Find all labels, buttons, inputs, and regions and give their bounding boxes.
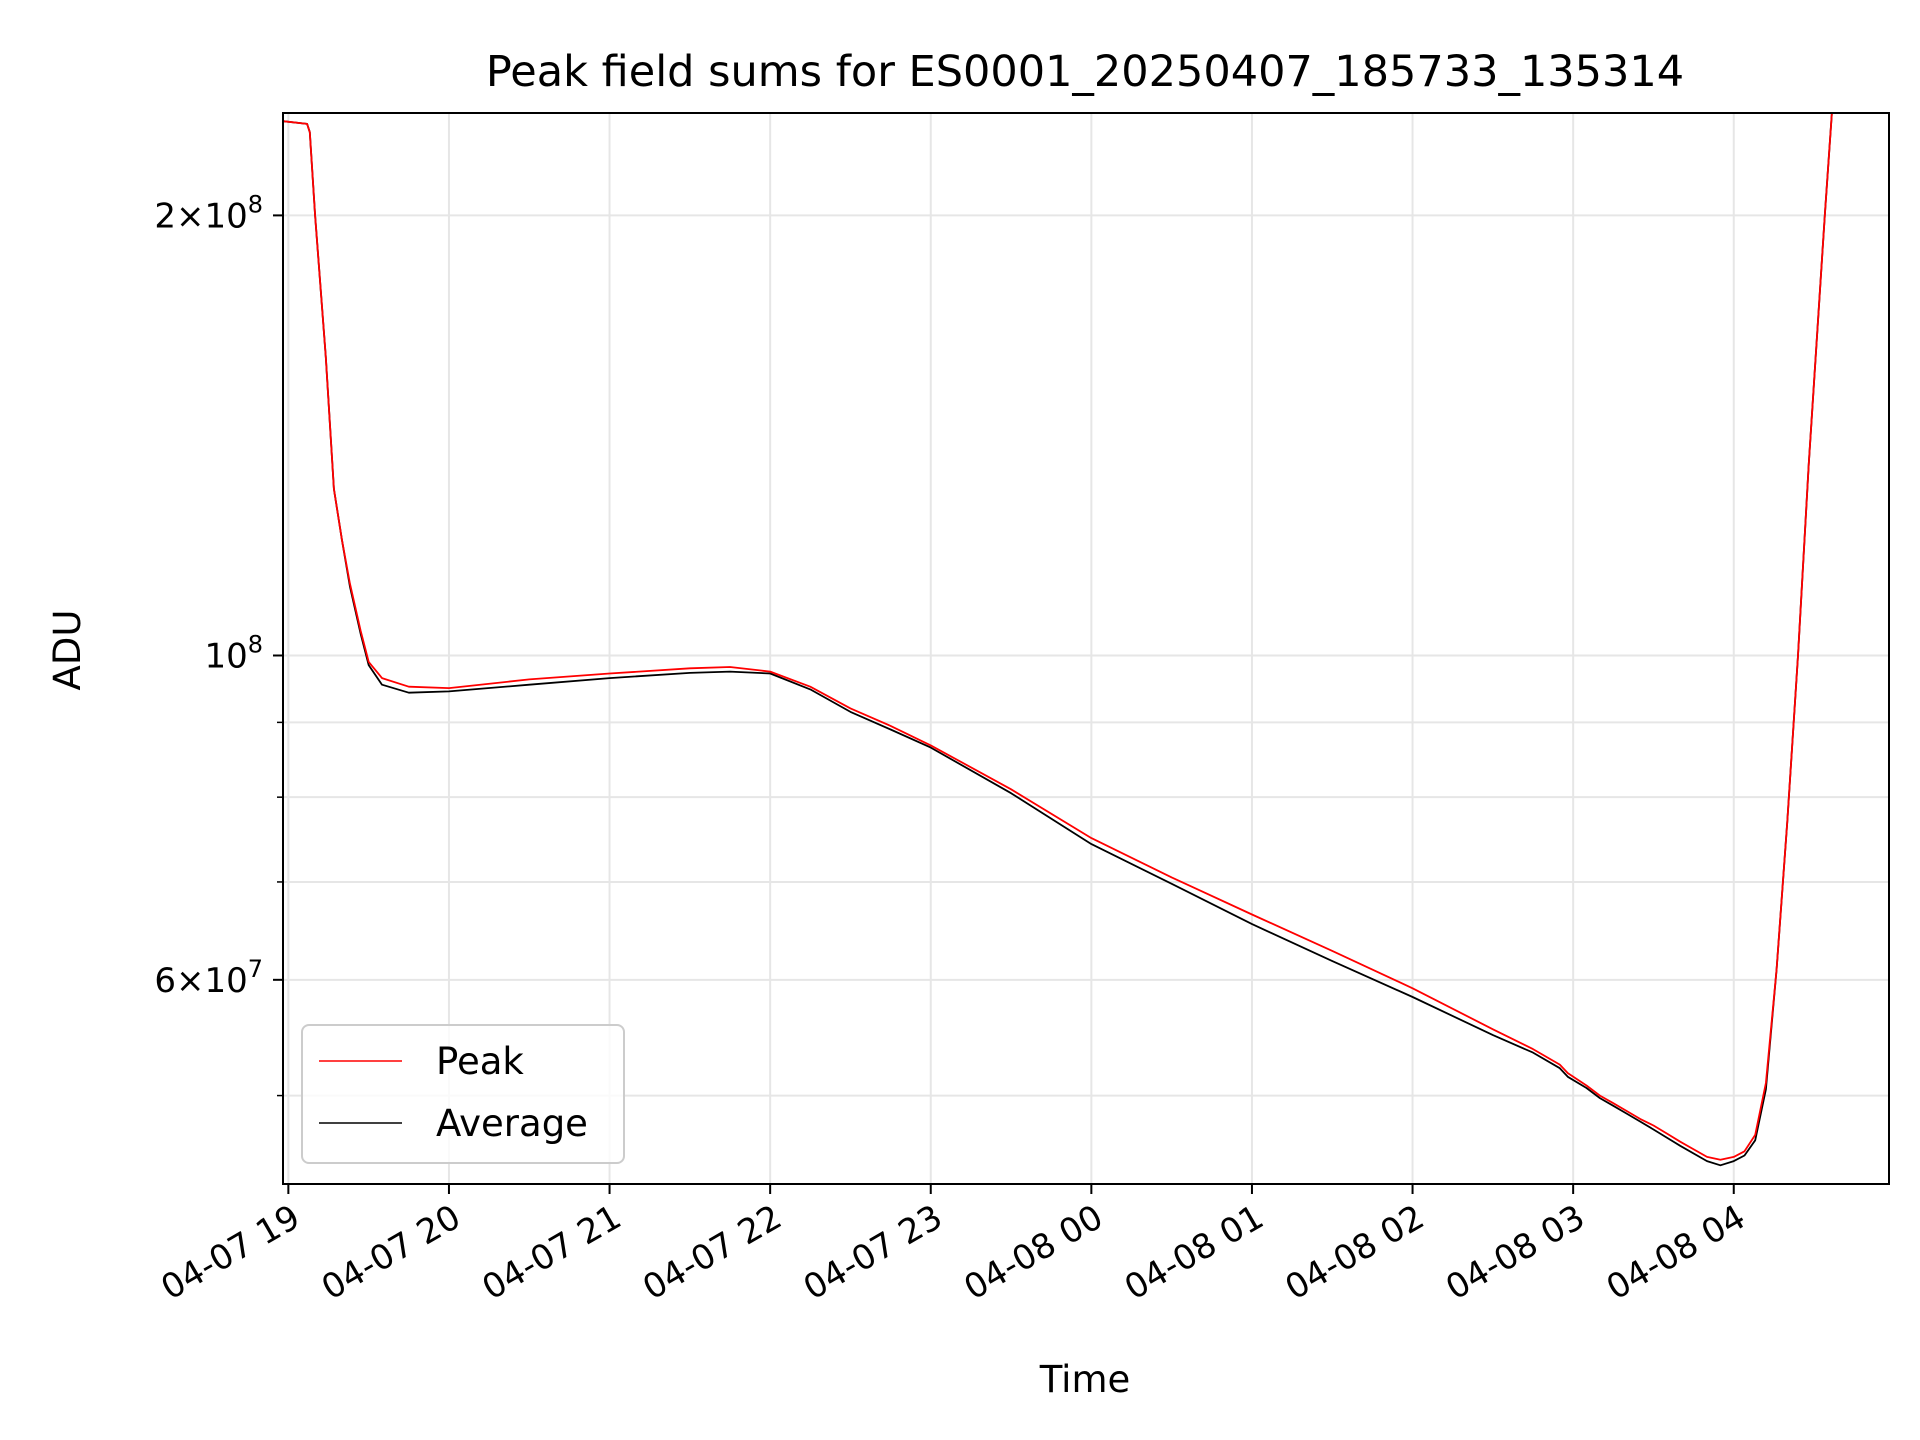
series-line-average: [283, 113, 1833, 1167]
y-axis-label: ADU: [46, 610, 89, 691]
y-tick-label: 6×107: [154, 955, 263, 1001]
legend-box: [301, 1024, 625, 1164]
x-tick-label: 04-08 04: [1600, 1197, 1752, 1308]
legend-label-peak: Peak: [436, 1040, 524, 1083]
grid: [283, 113, 1889, 1184]
y-tick-label: 108: [204, 630, 263, 676]
x-tick-label: 04-08 03: [1439, 1197, 1591, 1308]
legend-label-average: Average: [436, 1102, 588, 1145]
x-tick-label: 04-07 21: [476, 1197, 628, 1308]
series-layer: [283, 113, 1833, 1167]
x-tick-label: 04-08 01: [1118, 1197, 1270, 1308]
x-tick-label: 04-08 00: [957, 1197, 1109, 1308]
plot-frame: [282, 112, 1890, 1185]
x-tick-label: 04-08 02: [1279, 1197, 1431, 1308]
chart-title: Peak field sums for ES0001_20250407_1857…: [486, 47, 1684, 97]
legend: Peak Average: [301, 1024, 625, 1164]
x-axis-ticks: 04-07 19 04-07 20 04-07 21 04-07 22 04-07 23…: [154, 1184, 1752, 1308]
y-axis-ticks: 108 6×107 2×108: [154, 190, 283, 1097]
series-line-peak: [283, 113, 1833, 1161]
x-tick-label: 04-07 19: [154, 1197, 306, 1308]
x-tick-label: 04-07 20: [315, 1197, 467, 1308]
x-axis-label: Time: [1039, 1358, 1131, 1401]
y-tick-label: 2×108: [154, 190, 263, 236]
x-tick-label: 04-07 23: [797, 1197, 949, 1308]
x-tick-label: 04-07 22: [636, 1197, 788, 1308]
